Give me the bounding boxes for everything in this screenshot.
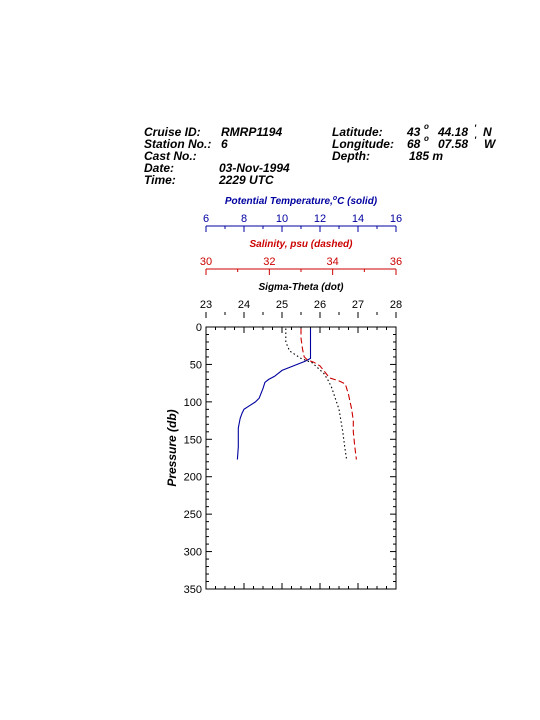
- sigma-tick-label: 27: [352, 299, 364, 311]
- temperature-axis-title: Potential Temperature,oC (solid): [225, 195, 378, 207]
- longitude-degree-symbol: o: [424, 134, 429, 143]
- sigma-tick-label: 24: [238, 299, 250, 311]
- pressure-tick-label: 100: [184, 397, 202, 409]
- cruise-id-label: Cruise ID:: [144, 125, 201, 139]
- pressure-tick-label: 350: [184, 584, 202, 596]
- latitude-minute-symbol: ': [474, 123, 477, 133]
- sigma-tick-label: 23: [200, 299, 212, 311]
- latitude-hemisphere: N: [483, 125, 492, 139]
- pressure-tick-label: 300: [184, 547, 202, 559]
- date-label: Date:: [144, 161, 175, 175]
- cruise-id-value: RMRP1194: [221, 125, 283, 139]
- pressure-tick-label: 250: [184, 509, 202, 521]
- temperature-tick-label: 16: [390, 213, 402, 225]
- sigma-axis-title: Sigma-Theta (dot): [259, 282, 345, 293]
- salinity-tick-label: 36: [390, 256, 402, 268]
- salinity-profile-line: [300, 328, 357, 460]
- time-value: 2229 UTC: [219, 173, 274, 187]
- sigma-tick-label: 28: [390, 299, 402, 311]
- latitude-label: Latitude:: [332, 125, 383, 139]
- latitude-degree-symbol: o: [424, 122, 429, 131]
- temperature-tick-label: 10: [276, 213, 288, 225]
- temperature-tick-label: 8: [241, 213, 247, 225]
- time-label: Time:: [144, 173, 176, 187]
- salinity-tick-label: 30: [200, 256, 212, 268]
- longitude-minutes: 07.58: [438, 137, 469, 151]
- sigma-tick-label: 26: [314, 299, 326, 311]
- longitude-hemisphere: W: [484, 137, 496, 151]
- longitude-degrees: 68: [407, 137, 421, 151]
- plot-frame: [205, 326, 397, 590]
- pressure-tick-label: 50: [190, 359, 202, 371]
- longitude-minute-symbol: ': [474, 135, 477, 145]
- salinity-tick-label: 34: [327, 256, 339, 268]
- pressure-tick-label: 150: [184, 434, 202, 446]
- pressure-tick-label: 200: [184, 472, 202, 484]
- latitude-minutes: 44.18: [438, 125, 469, 139]
- salinity-tick-label: 32: [263, 256, 275, 268]
- longitude-label: Longitude:: [332, 137, 394, 151]
- cast-label: Cast No.:: [144, 149, 197, 163]
- sigma-tick-label: 25: [276, 299, 288, 311]
- salinity-axis-title: Salinity, psu (dashed): [250, 239, 354, 250]
- sigma-profile-line: [285, 328, 348, 460]
- pressure-axis-title: Pressure (db): [165, 409, 179, 486]
- temperature-tick-label: 12: [314, 213, 326, 225]
- pressure-tick-label: 0: [196, 322, 202, 334]
- temperature-tick-label: 6: [203, 213, 209, 225]
- station-value: 6: [221, 137, 228, 151]
- temperature-tick-label: 14: [352, 213, 364, 225]
- station-label: Station No.:: [144, 137, 212, 151]
- date-value: 03-Nov-1994: [219, 161, 290, 175]
- temperature-profile-line: [236, 328, 312, 460]
- latitude-degrees: 43: [407, 125, 421, 139]
- depth-label: Depth:: [332, 149, 370, 163]
- depth-value: 185 m: [409, 149, 444, 163]
